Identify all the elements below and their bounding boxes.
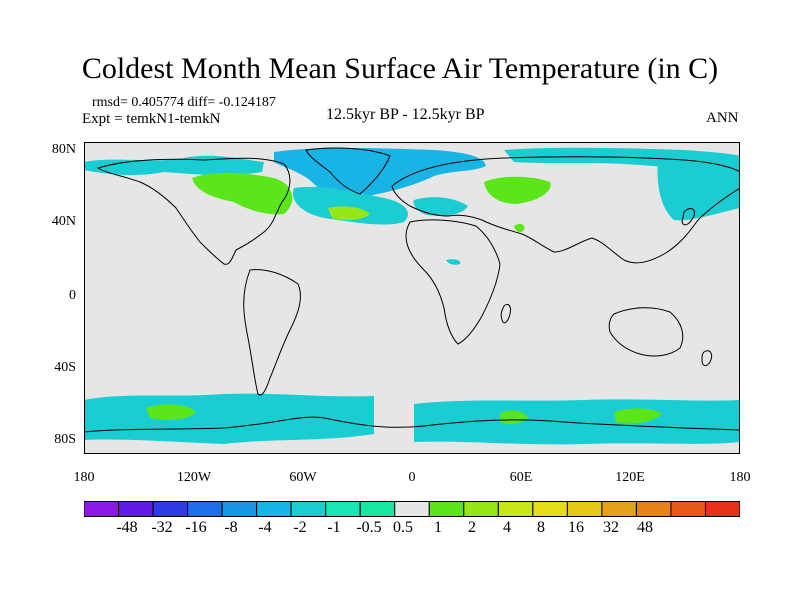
- colorbar-label: 0.5: [393, 519, 413, 536]
- colorbar-swatch: [463, 501, 499, 517]
- colorbar-swatch: [152, 501, 189, 517]
- anomaly-patch-atlantic-small: [328, 206, 370, 221]
- anomaly-patch-south-indian-1: [500, 410, 528, 425]
- colorbar-swatch: [118, 501, 154, 517]
- colorbar-label: -2: [293, 519, 307, 536]
- colorbar-swatch: [84, 501, 120, 517]
- x-tick-label: 60E: [509, 470, 533, 485]
- y-tick-label: 40N: [51, 214, 76, 229]
- colorbar-label: 4: [503, 519, 511, 536]
- anomaly-patch-north-atlantic: [293, 186, 408, 225]
- anomaly-patch-east-asia: [657, 161, 740, 221]
- coastline-eurasia: [391, 156, 740, 264]
- colorbar-label: -48: [116, 519, 138, 536]
- y-tick-label: 40S: [54, 360, 76, 375]
- colorbar-label: 1: [434, 519, 442, 536]
- colorbar-swatch: [497, 501, 534, 517]
- coastline-madagascar: [500, 303, 511, 324]
- coastline-antarctica: [84, 416, 740, 433]
- colorbar-swatch: [704, 501, 740, 517]
- colorbar-label: -16: [185, 519, 207, 536]
- coastline-africa: [405, 219, 501, 345]
- y-tick-label: 80S: [54, 432, 76, 447]
- colorbar-swatch: [325, 501, 361, 517]
- colorbar-label: -1: [327, 519, 341, 536]
- period-label: 12.5kyr BP - 12.5kyr BP: [326, 106, 485, 123]
- colorbar-label: -8: [224, 519, 238, 536]
- colorbar-swatch: [428, 501, 465, 517]
- x-tick-label: 180: [73, 470, 95, 485]
- colorbar-label: 48: [637, 519, 653, 536]
- x-tick-label: 120E: [615, 470, 645, 485]
- x-tick-label: 0: [408, 470, 416, 485]
- colorbar-swatch: [290, 501, 327, 517]
- stats-label: rmsd= 0.405774 diff= -0.124187: [92, 95, 276, 110]
- anomaly-patch-europe: [413, 197, 468, 216]
- colorbar-label: 2: [468, 519, 476, 536]
- y-tick-label: 0: [69, 288, 76, 303]
- colorbar-swatch: [670, 501, 706, 517]
- colorbar-label: -32: [151, 519, 173, 536]
- anomaly-patch-south-indian-2: [614, 408, 662, 424]
- colorbar-swatch: [566, 501, 603, 517]
- colorbar-label: 8: [537, 519, 545, 536]
- colorbar-label: -0.5: [356, 519, 382, 536]
- coastline-new-zealand: [701, 350, 713, 367]
- colorbar-swatch: [601, 501, 637, 517]
- anomaly-patch-south-pacific: [146, 404, 196, 420]
- colorbar-swatch: [532, 501, 568, 517]
- world-map: [84, 142, 740, 454]
- colorbar-swatch: [635, 501, 672, 517]
- colorbar-swatch: [394, 501, 430, 517]
- experiment-label: Expt = temkN1-temkN: [82, 111, 221, 127]
- colorbar-swatch: [256, 501, 292, 517]
- anomaly-patch-canada: [192, 172, 293, 215]
- coastline-australia: [608, 307, 684, 357]
- anomaly-patch-west-africa: [446, 259, 461, 265]
- x-tick-label: 120W: [176, 470, 212, 485]
- coastline-greenland: [305, 147, 391, 195]
- chart-title: Coldest Month Mean Surface Air Temperatu…: [81, 52, 719, 85]
- colorbar: [84, 501, 740, 517]
- colorbar-swatch: [221, 501, 258, 517]
- colorbar-swatch: [359, 501, 396, 517]
- anomaly-patch-mid-east: [514, 223, 525, 233]
- x-tick-label: 60W: [289, 470, 317, 485]
- season-label: ANN: [706, 110, 739, 126]
- colorbar-label: 32: [603, 519, 619, 536]
- anomaly-patch-north-pacific: [84, 155, 264, 176]
- coastline-japan: [681, 208, 695, 226]
- colorbar-label: 16: [568, 519, 584, 536]
- map-frame: [84, 142, 740, 454]
- colorbar-label: -4: [258, 519, 272, 536]
- coastline-north-america: [96, 157, 291, 265]
- coastline-south-america: [243, 269, 301, 396]
- y-tick-label: 80N: [51, 142, 76, 157]
- x-tick-label: 180: [729, 470, 751, 485]
- coastlines: [84, 147, 740, 433]
- colorbar-swatch: [187, 501, 223, 517]
- anomaly-patch-central-asia: [484, 176, 551, 204]
- anomaly-patch-southern-ocean-2: [414, 399, 740, 445]
